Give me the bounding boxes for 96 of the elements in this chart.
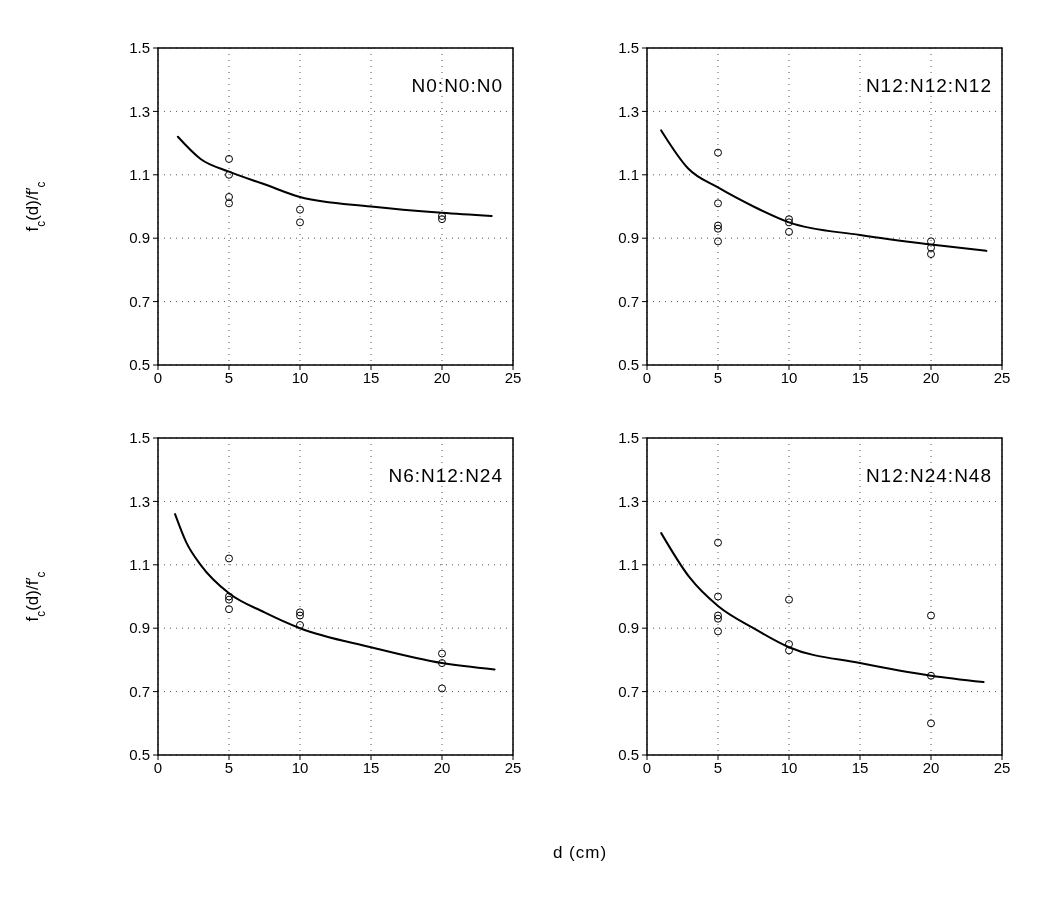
point: [785, 595, 793, 604]
x-tick-label: 10: [291, 759, 309, 776]
x-tick-label: 20: [922, 759, 940, 776]
annotation: N0:N0:N0: [411, 75, 503, 96]
y-tick-label: 1.5: [129, 39, 150, 57]
point: [225, 554, 233, 563]
y-tick-label: 1.5: [618, 39, 639, 57]
y-tick-label: 0.9: [129, 619, 150, 637]
point: [225, 170, 233, 179]
line-series: [660, 532, 985, 684]
y-tick-label: 1.1: [129, 166, 150, 184]
point: [785, 227, 793, 236]
y-tick-label: 1.1: [129, 556, 150, 574]
point: [785, 646, 793, 655]
x-tick-label: 25: [504, 759, 522, 776]
line-series: [660, 129, 988, 252]
point: [714, 538, 722, 547]
x-tick-label: 0: [642, 759, 652, 776]
point: [927, 250, 935, 259]
x-tick-label: 10: [291, 369, 309, 386]
point: [438, 215, 446, 224]
point: [714, 148, 722, 157]
point: [225, 592, 233, 601]
point: [296, 218, 304, 227]
y-tick-label: 0.5: [618, 356, 639, 374]
point: [714, 592, 722, 601]
y-tick-label: 1.3: [618, 492, 639, 510]
point: [714, 221, 722, 230]
point: [438, 684, 446, 693]
x-tick-label: 5: [713, 369, 723, 386]
x-tick-label: 25: [993, 369, 1011, 386]
point: [296, 205, 304, 214]
point: [927, 243, 935, 252]
x-tick-label: 5: [713, 759, 723, 776]
x-tick-label: 25: [993, 759, 1011, 776]
x-tick-label: 15: [851, 369, 869, 386]
y-tick-label: 0.9: [618, 619, 639, 637]
x-tick-label: 10: [780, 759, 798, 776]
point: [225, 605, 233, 614]
annotation: N12:N24:N48: [865, 465, 992, 486]
x-tick-label: 5: [224, 369, 234, 386]
x-tick-label: 15: [851, 759, 869, 776]
point: [927, 611, 935, 620]
point: [714, 614, 722, 623]
y-tick-label: 0.5: [618, 746, 639, 764]
point: [296, 621, 304, 630]
y-tick-label: 0.9: [618, 229, 639, 247]
point: [927, 719, 935, 728]
y-tick-label: 0.5: [129, 746, 150, 764]
point: [927, 671, 935, 680]
x-tick-label: 25: [504, 369, 522, 386]
point: [714, 611, 722, 620]
y-tick-label: 0.7: [129, 682, 150, 700]
point: [785, 215, 793, 224]
y-tick-label: 1.1: [618, 166, 639, 184]
point: [438, 212, 446, 221]
x-tick-label: 10: [780, 369, 798, 386]
point: [438, 649, 446, 658]
point: [927, 237, 935, 246]
y-tick-label: 0.7: [618, 682, 639, 700]
x-tick-label: 0: [153, 369, 163, 386]
y-tick-label: 1.3: [618, 102, 639, 120]
y-tick-label: 0.5: [129, 356, 150, 374]
y-tick-label: 0.7: [618, 292, 639, 310]
x-tick-label: 20: [433, 369, 451, 386]
y-tick-label: 1.1: [618, 556, 639, 574]
point: [785, 218, 793, 227]
point: [225, 199, 233, 208]
point: [296, 611, 304, 620]
x-tick-label: 15: [362, 369, 380, 386]
y-tick-label: 1.3: [129, 492, 150, 510]
point: [714, 627, 722, 636]
x-axis-title: d (cm): [552, 843, 608, 862]
annotation: N6:N12:N24: [388, 465, 503, 486]
y-tick-label: 1.5: [129, 429, 150, 447]
x-tick-label: 20: [922, 369, 940, 386]
point: [438, 659, 446, 668]
point: [296, 608, 304, 617]
x-tick-label: 0: [642, 369, 652, 386]
point: [714, 224, 722, 233]
point: [714, 237, 722, 246]
x-tick-label: 5: [224, 759, 234, 776]
point: [225, 192, 233, 201]
point: [225, 595, 233, 604]
point: [714, 199, 722, 208]
line-series: [174, 513, 496, 671]
annotation: N12:N12:N12: [865, 75, 992, 96]
y-tick-label: 1.3: [129, 102, 150, 120]
y-tick-label: 0.9: [129, 229, 150, 247]
x-tick-label: 15: [362, 759, 380, 776]
point: [785, 640, 793, 649]
y-tick-label: 1.5: [618, 429, 639, 447]
x-tick-label: 0: [153, 759, 163, 776]
x-tick-label: 20: [433, 759, 451, 776]
point: [225, 154, 233, 163]
y-tick-label: 0.7: [129, 292, 150, 310]
